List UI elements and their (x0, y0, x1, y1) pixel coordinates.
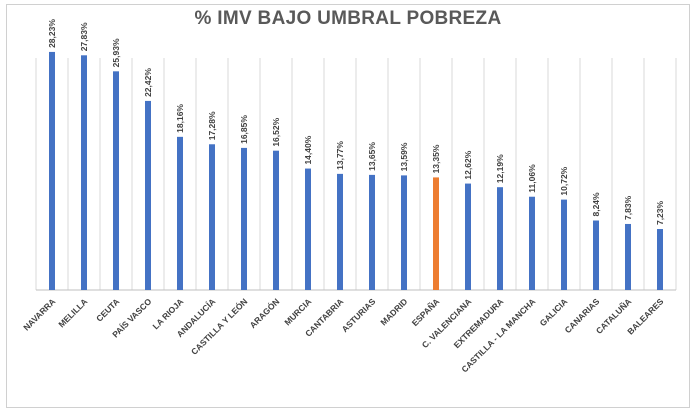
data-label: 22,42% (143, 68, 153, 97)
data-label: 13,65% (367, 142, 377, 171)
data-label: 27,83% (79, 22, 89, 51)
data-label: 7,23% (655, 200, 665, 225)
data-label: 13,35% (431, 144, 441, 173)
category-label: NAVARRA (21, 296, 57, 332)
category-label: MADRID (378, 296, 409, 327)
category-label: MURCIA (282, 296, 313, 327)
bar (305, 168, 311, 290)
data-label: 25,93% (111, 38, 121, 67)
data-label: 12,62% (463, 150, 473, 179)
category-label: ESPAÑA (410, 296, 442, 328)
data-label: 7,83% (623, 195, 633, 220)
data-label: 11,06% (527, 164, 537, 193)
bar (625, 223, 631, 290)
category-label: CASTILLA Y LEÓN (188, 296, 249, 357)
bar (433, 177, 439, 290)
chart-frame (6, 4, 690, 408)
bar (657, 229, 663, 290)
category-label: CEUTA (94, 296, 121, 323)
data-label: 13,59% (399, 142, 409, 171)
chart-title: % IMV BAJO UMBRAL POBREZA (194, 8, 502, 29)
data-label: 18,16% (175, 104, 185, 133)
bar (593, 220, 599, 290)
data-label: 8,24% (591, 192, 601, 217)
bar (49, 51, 55, 290)
bar (561, 199, 567, 290)
bar (241, 147, 247, 290)
bar (465, 183, 471, 290)
bar (401, 175, 407, 290)
bar (529, 196, 535, 290)
bar (145, 100, 151, 290)
data-label: 16,52% (271, 117, 281, 146)
bar (369, 174, 375, 290)
data-label: 12,19% (495, 154, 505, 183)
bar (273, 150, 279, 290)
data-label: 17,28% (207, 111, 217, 140)
data-label: 10,72% (559, 166, 569, 195)
bar (81, 55, 87, 290)
category-label: MELILLA (56, 296, 89, 329)
bar (177, 136, 183, 290)
category-label: ASTURIAS (340, 296, 378, 334)
data-label: 13,77% (335, 141, 345, 170)
category-label: GALICIA (538, 296, 570, 328)
data-label: 28,23% (47, 19, 57, 48)
data-label: 16,85% (239, 115, 249, 144)
bar (497, 187, 503, 290)
bar (209, 144, 215, 290)
bar (337, 173, 343, 290)
category-label: ARAGÓN (247, 296, 281, 330)
bar (113, 71, 119, 290)
data-label: 14,40% (303, 135, 313, 164)
